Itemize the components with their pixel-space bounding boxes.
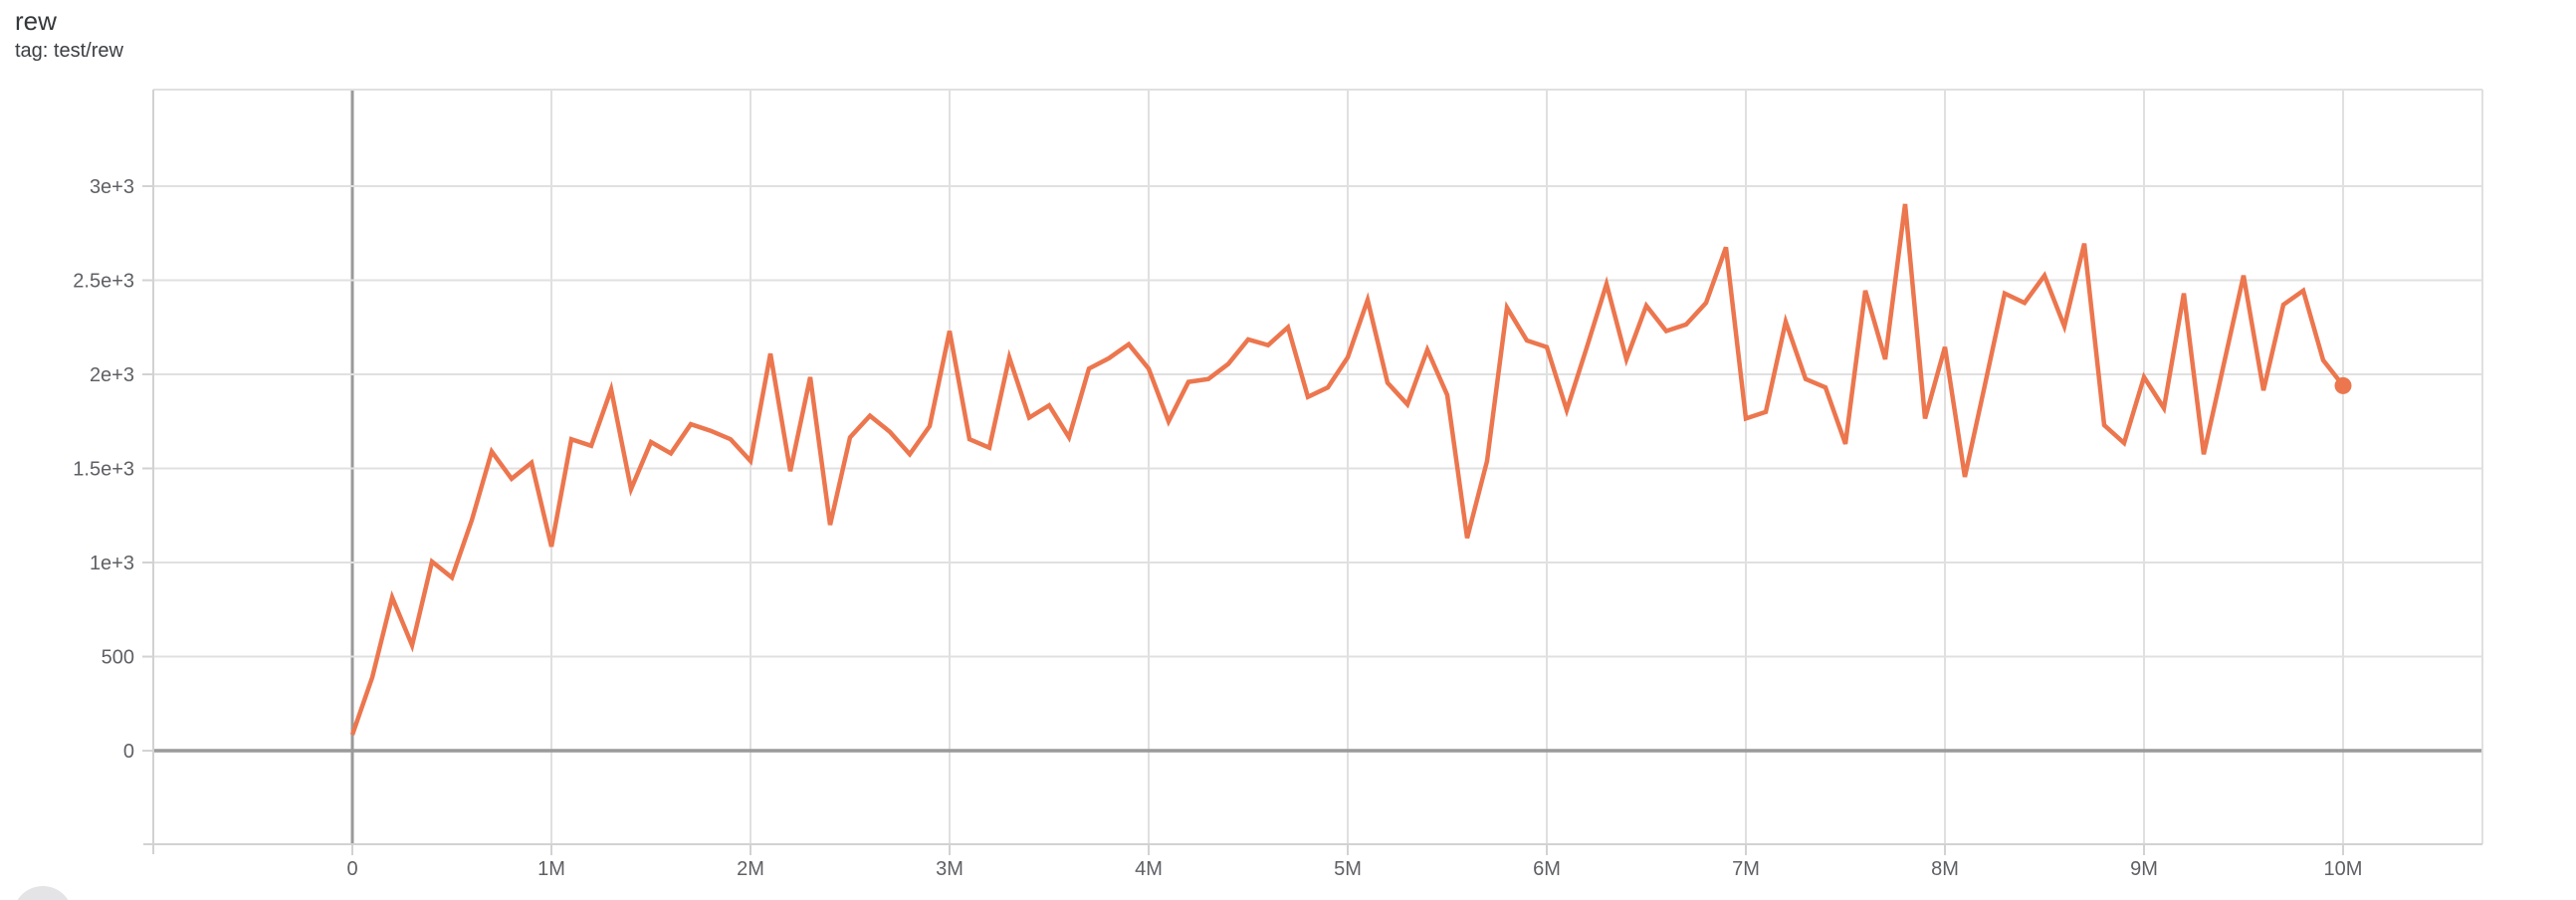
svg-text:2e+3: 2e+3 <box>90 364 134 386</box>
plot-border <box>143 89 2483 854</box>
svg-text:6M: 6M <box>1533 858 1561 880</box>
svg-text:2M: 2M <box>737 858 764 880</box>
series-end-marker <box>2334 376 2352 394</box>
gridlines <box>153 90 2482 844</box>
svg-text:3e+3: 3e+3 <box>90 176 134 198</box>
svg-text:2.5e+3: 2.5e+3 <box>73 270 134 292</box>
svg-text:1.5e+3: 1.5e+3 <box>73 459 134 481</box>
x-tick-labels: 0 1M 2M 3M 4M 5M 6M 7M 8M 9M 10M <box>346 858 2362 880</box>
svg-text:7M: 7M <box>1732 858 1760 880</box>
svg-text:10M: 10M <box>2324 858 2363 880</box>
svg-text:1M: 1M <box>537 858 565 880</box>
svg-text:9M: 9M <box>2130 858 2158 880</box>
chart-title: rew <box>15 6 57 36</box>
svg-text:4M: 4M <box>1135 858 1163 880</box>
svg-text:0: 0 <box>123 741 134 763</box>
tick-marks <box>142 184 2344 855</box>
svg-text:3M: 3M <box>936 858 964 880</box>
svg-text:1e+3: 1e+3 <box>90 553 134 574</box>
chart-tag-subtitle: tag: test/rew <box>15 40 123 62</box>
corner-fab-button[interactable] <box>13 886 73 900</box>
y-tick-labels: 0 500 1e+3 1.5e+3 2e+3 2.5e+3 3e+3 <box>73 176 134 763</box>
svg-text:500: 500 <box>102 647 134 669</box>
series-line <box>349 203 2345 736</box>
series-layer <box>349 203 2352 736</box>
svg-text:0: 0 <box>346 858 357 880</box>
svg-text:8M: 8M <box>1931 858 1959 880</box>
svg-text:5M: 5M <box>1334 858 1362 880</box>
